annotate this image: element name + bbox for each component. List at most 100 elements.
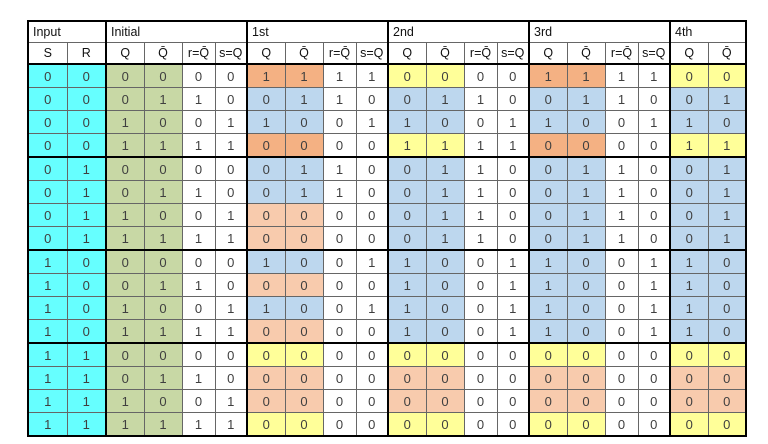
table-cell[interactable]: 0 <box>246 389 286 413</box>
table-cell[interactable]: 0 <box>637 156 671 181</box>
table-cell[interactable]: 0 <box>496 203 530 227</box>
table-cell[interactable]: 1 <box>637 296 671 320</box>
table-cell[interactable]: 1 <box>463 226 498 251</box>
table-cell[interactable]: 0 <box>66 296 107 320</box>
table-cell[interactable]: 0 <box>214 156 248 181</box>
table-cell[interactable]: 0 <box>143 203 183 227</box>
column-header[interactable]: r=Q̄ <box>181 42 216 65</box>
table-cell[interactable]: 0 <box>669 63 709 88</box>
table-cell[interactable]: 1 <box>528 110 568 134</box>
table-cell[interactable]: 0 <box>387 87 427 111</box>
table-cell[interactable]: 0 <box>284 389 324 413</box>
table-cell[interactable]: 0 <box>528 366 568 390</box>
table-cell[interactable]: 0 <box>246 180 286 204</box>
table-cell[interactable]: 0 <box>566 412 606 437</box>
table-cell[interactable]: 0 <box>707 389 747 413</box>
column-header[interactable]: Q̄ <box>707 42 747 65</box>
table-cell[interactable]: 1 <box>528 319 568 344</box>
table-cell[interactable]: 0 <box>637 87 671 111</box>
column-header[interactable]: s=Q <box>496 42 530 65</box>
table-cell[interactable]: 1 <box>284 87 324 111</box>
table-cell[interactable]: 1 <box>246 249 286 274</box>
table-cell[interactable]: 1 <box>604 203 639 227</box>
table-cell[interactable]: 0 <box>707 342 747 367</box>
table-cell[interactable]: 0 <box>143 389 183 413</box>
table-cell[interactable]: 1 <box>425 203 465 227</box>
table-cell[interactable]: 1 <box>637 63 671 88</box>
table-cell[interactable]: 0 <box>355 412 389 437</box>
table-cell[interactable]: 1 <box>425 180 465 204</box>
table-cell[interactable]: 0 <box>284 412 324 437</box>
table-cell[interactable]: 0 <box>214 249 248 274</box>
table-cell[interactable]: 0 <box>463 366 498 390</box>
table-cell[interactable]: 0 <box>637 226 671 251</box>
table-cell[interactable]: 0 <box>246 226 286 251</box>
table-cell[interactable]: 1 <box>27 319 68 344</box>
table-cell[interactable]: 0 <box>181 249 216 274</box>
table-cell[interactable]: 1 <box>669 273 709 297</box>
table-cell[interactable]: 0 <box>496 226 530 251</box>
table-cell[interactable]: 0 <box>246 342 286 367</box>
table-cell[interactable]: 0 <box>425 273 465 297</box>
table-cell[interactable]: 0 <box>425 296 465 320</box>
table-cell[interactable]: 1 <box>496 133 530 158</box>
table-cell[interactable]: 1 <box>105 319 145 344</box>
table-cell[interactable]: 1 <box>707 133 747 158</box>
table-cell[interactable]: 0 <box>284 249 324 274</box>
table-cell[interactable]: 1 <box>669 319 709 344</box>
table-cell[interactable]: 1 <box>27 273 68 297</box>
table-cell[interactable]: 0 <box>387 180 427 204</box>
table-cell[interactable]: 1 <box>528 296 568 320</box>
table-cell[interactable]: 1 <box>105 296 145 320</box>
table-cell[interactable]: 1 <box>528 249 568 274</box>
table-cell[interactable]: 0 <box>463 342 498 367</box>
table-cell[interactable]: 1 <box>528 273 568 297</box>
table-cell[interactable]: 1 <box>387 249 427 274</box>
table-cell[interactable]: 0 <box>181 156 216 181</box>
table-cell[interactable]: 1 <box>463 87 498 111</box>
table-cell[interactable]: 1 <box>669 249 709 274</box>
table-cell[interactable]: 1 <box>143 226 183 251</box>
table-cell[interactable]: 0 <box>284 133 324 158</box>
table-cell[interactable]: 0 <box>425 110 465 134</box>
table-cell[interactable]: 1 <box>181 226 216 251</box>
table-cell[interactable]: 1 <box>355 296 389 320</box>
table-cell[interactable]: 1 <box>66 366 107 390</box>
table-cell[interactable]: 0 <box>528 389 568 413</box>
table-cell[interactable]: 1 <box>669 133 709 158</box>
table-cell[interactable]: 1 <box>496 273 530 297</box>
table-cell[interactable]: 0 <box>387 226 427 251</box>
table-cell[interactable]: 0 <box>27 203 68 227</box>
table-cell[interactable]: 0 <box>387 342 427 367</box>
column-header[interactable]: s=Q <box>214 42 248 65</box>
table-cell[interactable]: 0 <box>322 133 357 158</box>
table-cell[interactable]: 0 <box>463 296 498 320</box>
table-cell[interactable]: 0 <box>105 273 145 297</box>
table-cell[interactable]: 0 <box>355 366 389 390</box>
table-cell[interactable]: 1 <box>181 412 216 437</box>
table-cell[interactable]: 0 <box>707 319 747 344</box>
table-cell[interactable]: 0 <box>66 133 107 158</box>
table-cell[interactable]: 0 <box>284 203 324 227</box>
table-cell[interactable]: 0 <box>355 319 389 344</box>
table-cell[interactable]: 1 <box>214 389 248 413</box>
table-cell[interactable]: 1 <box>214 203 248 227</box>
table-cell[interactable]: 0 <box>637 412 671 437</box>
table-cell[interactable]: 0 <box>604 296 639 320</box>
column-header[interactable]: Q̄ <box>566 42 606 65</box>
table-cell[interactable]: 0 <box>669 366 709 390</box>
table-cell[interactable]: 0 <box>322 203 357 227</box>
table-cell[interactable]: 1 <box>66 412 107 437</box>
table-cell[interactable]: 1 <box>181 87 216 111</box>
table-cell[interactable]: 0 <box>66 63 107 88</box>
table-cell[interactable]: 1 <box>246 296 286 320</box>
table-cell[interactable]: 0 <box>27 110 68 134</box>
table-cell[interactable]: 1 <box>322 156 357 181</box>
table-cell[interactable]: 0 <box>425 63 465 88</box>
table-cell[interactable]: 1 <box>181 180 216 204</box>
table-cell[interactable]: 1 <box>284 156 324 181</box>
table-cell[interactable]: 0 <box>528 342 568 367</box>
table-cell[interactable]: 0 <box>604 412 639 437</box>
table-cell[interactable]: 0 <box>143 63 183 88</box>
table-cell[interactable]: 0 <box>496 87 530 111</box>
